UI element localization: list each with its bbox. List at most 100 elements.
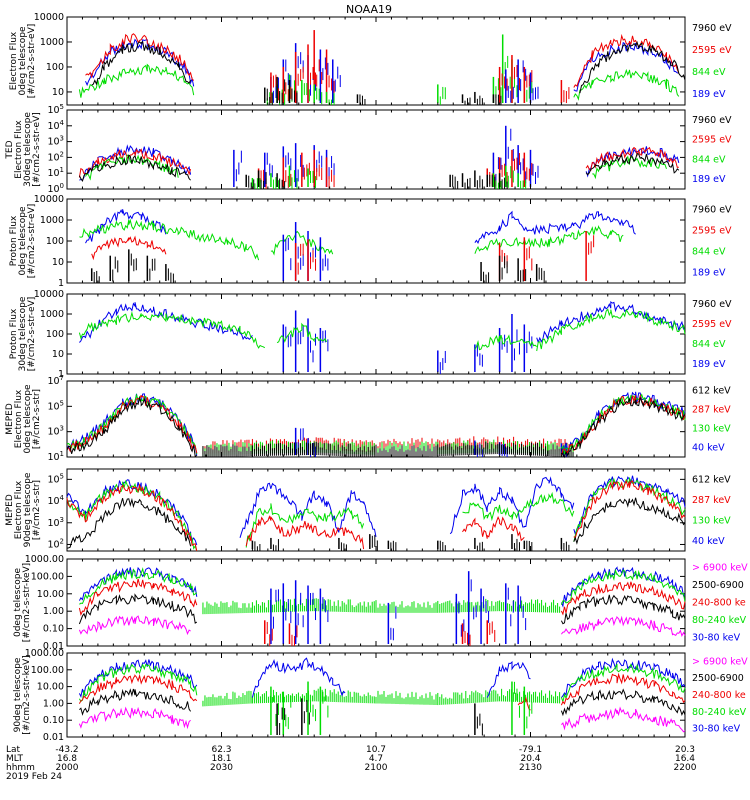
legend-entry: 612 keV <box>692 474 731 485</box>
legend-entry: 189 eV <box>692 89 726 100</box>
legend-entry: 2595 eV <box>692 135 732 146</box>
legend-entry: 189 eV <box>692 359 726 370</box>
legend-entry: 7960 eV <box>692 23 732 34</box>
panel-ted-0deg-energy-flux: 10000 1000 100 10 Electron Flux 0deg telescop… <box>9 12 732 106</box>
y-tick-label: 103 <box>47 135 64 148</box>
legend-entry: 130 keV <box>692 515 731 526</box>
y-tick-label: 1000.00 <box>25 554 64 565</box>
y-tick-label: 105 <box>47 103 64 116</box>
legend-entry: 2500-6900 <box>692 580 744 591</box>
legend-entry: 844 eV <box>692 339 726 350</box>
y-tick-label: 102 <box>47 537 64 550</box>
y-tick-label: 105 <box>47 399 64 412</box>
y-axis-label: [#/cm2-s-str-keV] <box>22 563 32 642</box>
legend-entry: 240-800 ke <box>692 690 746 701</box>
series-blue-line <box>449 476 575 535</box>
series-red-line <box>78 673 198 704</box>
series-black-line <box>91 40 192 86</box>
legend-entry: 844 eV <box>692 247 726 258</box>
y-axis-label: TED <box>5 140 15 159</box>
series-blue-line <box>78 566 198 601</box>
series-black-line <box>573 497 686 545</box>
legend-entry: 40 keV <box>692 443 725 454</box>
panel-meped-90deg-proton: 1000.00 100.00 10.00 1.00 0.10 0.01 90deg tele… <box>13 648 748 743</box>
y-tick-label: 1000 <box>40 215 64 226</box>
y-axis-label: [#/cm2-s-str] <box>32 480 42 540</box>
series-black-line <box>66 497 192 549</box>
y-tick-label: 10.00 <box>37 682 64 693</box>
legend-entry: 130 keV <box>692 424 731 435</box>
x-row-label: MLT <box>6 754 24 764</box>
x-row-label: Lat <box>6 745 21 755</box>
legend-entry: 189 eV <box>692 268 726 279</box>
series-blue-line <box>536 301 686 344</box>
series-red-line <box>85 33 195 81</box>
series-red-line <box>78 148 192 178</box>
series-blue-line <box>79 302 253 343</box>
legend-entry: 7960 eV <box>692 115 732 126</box>
y-tick-label: 1.00 <box>43 698 64 709</box>
y-axis-label: 30deg telescope <box>23 112 33 187</box>
legend-entry: > 6900 keV <box>692 563 748 574</box>
series-green-line <box>79 218 260 261</box>
series-red-line <box>560 394 686 456</box>
series-blue-line <box>239 482 377 538</box>
y-tick-label: 10 <box>52 87 64 98</box>
y-tick-label: 103 <box>47 516 64 529</box>
legend-entry: 612 keV <box>692 386 731 397</box>
series-blue-line <box>251 657 346 698</box>
panel-meped-0deg-electron: 107 105 103 101 MEPED Electron Flux 0deg teles… <box>5 374 731 463</box>
series-black-line <box>579 40 686 94</box>
panel-frame <box>66 109 686 190</box>
legend-entry: 30-80 keV <box>692 724 741 735</box>
y-axis-label: Electron Flux <box>14 480 24 539</box>
panel-ted-0deg-proton-flux: 10000 1000 100 10 1 Proton Flux 0deg telescope… <box>9 194 732 289</box>
legend-entry: 189 eV <box>692 174 726 185</box>
x-tick-label: 20.3 <box>675 745 695 755</box>
y-axis-label: 0deg telescope <box>18 206 28 276</box>
y-tick-label: 103 <box>47 425 64 438</box>
series-magenta-line <box>78 615 191 636</box>
x-tick-label: 2000 <box>56 763 79 773</box>
y-axis-label: MEPED <box>5 494 15 526</box>
series-green-line <box>536 308 686 352</box>
y-axis-label: [#/cm2-s-str-eV] <box>27 204 37 279</box>
series-green-line <box>573 68 680 101</box>
x-tick-label: 18.1 <box>211 754 231 764</box>
x-tick-label: 16.8 <box>57 754 77 764</box>
y-axis-label: 30deg telescope <box>18 296 28 371</box>
y-tick-label: 1000 <box>40 37 64 48</box>
x-tick-label: 2200 <box>674 763 697 773</box>
x-tick-label: -43.2 <box>55 745 78 755</box>
series-red-line <box>78 578 198 617</box>
series-green-line <box>573 476 686 542</box>
legend-entry: 40 keV <box>692 536 725 547</box>
y-tick-label: 101 <box>47 450 64 463</box>
series-black-line <box>79 688 192 716</box>
y-tick-label: 100.00 <box>31 571 64 582</box>
legend-entry: 240-800 ke <box>692 598 746 609</box>
series-green-line <box>78 63 195 98</box>
series-red-line <box>66 483 198 552</box>
panel-frame <box>66 293 686 375</box>
y-axis-label: Proton Flux <box>9 215 19 266</box>
series-red-line <box>585 146 679 172</box>
x-row-label: hhmm <box>6 763 35 773</box>
series-green-line <box>66 479 198 552</box>
legend-entry: 287 keV <box>692 405 731 416</box>
series-green-line <box>78 311 266 349</box>
legend-entry: 844 eV <box>692 154 726 165</box>
y-tick-label: 0.10 <box>43 624 64 635</box>
y-tick-label: 1 <box>58 369 64 380</box>
panel-ted-30deg-proton-flux: 10000 1000 100 10 1 Proton Flux 30deg telescop… <box>9 289 732 380</box>
y-tick-label: 10000 <box>34 194 64 205</box>
y-axis-label: [#/cm2-s-str-eV] <box>27 24 37 99</box>
y-tick-label: 100 <box>46 62 64 73</box>
series-green-line <box>79 567 198 605</box>
chart-title: NOAA19 <box>346 3 392 16</box>
series-green-line <box>560 568 686 605</box>
y-tick-label: 0.01 <box>43 641 64 652</box>
series-green-line <box>78 663 198 703</box>
